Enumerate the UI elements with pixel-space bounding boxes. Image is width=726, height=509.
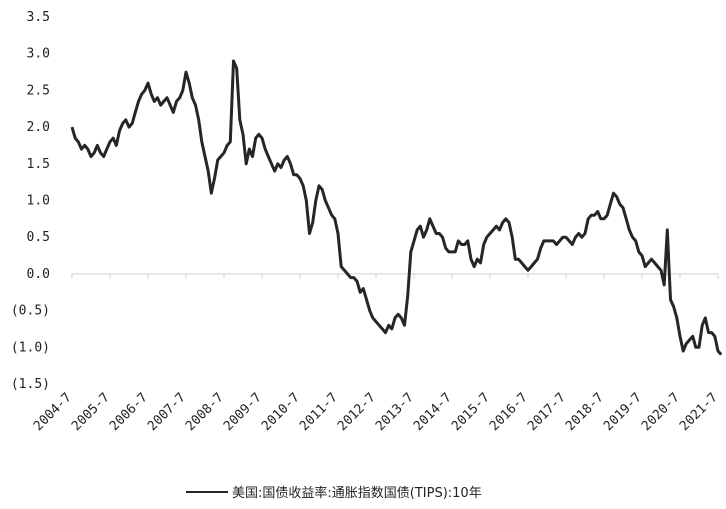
x-tick-label: 2012-7 [335,390,379,434]
x-tick-label: 2018-7 [563,390,607,434]
x-tick-label: 2005-7 [69,390,113,434]
x-tick-label: 2008-7 [183,390,227,434]
y-tick-label: 3.5 [27,10,50,25]
x-tick-label: 2015-7 [449,390,493,434]
x-tick-label: 2013-7 [373,390,417,434]
series-line [70,59,723,356]
x-tick-label: 2006-7 [107,390,151,434]
y-tick-label: 0.0 [27,267,50,282]
x-tick-label: 2011-7 [297,390,341,434]
y-tick-label: 2.5 [27,83,50,98]
x-tick-label: 2020-7 [639,390,683,434]
y-tick-label: (0.5) [11,304,50,319]
x-tick-label: 2021-7 [677,390,721,434]
y-tick-label: (1.5) [11,377,50,392]
x-tick-label: 2007-7 [145,390,189,434]
x-tick-label: 2017-7 [525,390,569,434]
y-tick-label: 3.0 [27,47,50,62]
y-tick-label: 2.0 [27,120,50,135]
x-tick-label: 2009-7 [221,390,265,434]
legend-label: 美国:国债收益率:通胀指数国债(TIPS):10年 [232,485,482,501]
x-tick-label: 2019-7 [601,390,645,434]
y-tick-label: 1.5 [27,157,50,172]
y-tick-label: 1.0 [27,194,50,209]
x-tick-label: 2014-7 [411,390,455,434]
x-tick-label: 2016-7 [487,390,531,434]
y-tick-label: 0.5 [27,230,50,245]
y-tick-label: (1.0) [11,340,50,355]
x-tick-label: 2004-7 [31,390,75,434]
x-tick-label: 2010-7 [259,390,303,434]
